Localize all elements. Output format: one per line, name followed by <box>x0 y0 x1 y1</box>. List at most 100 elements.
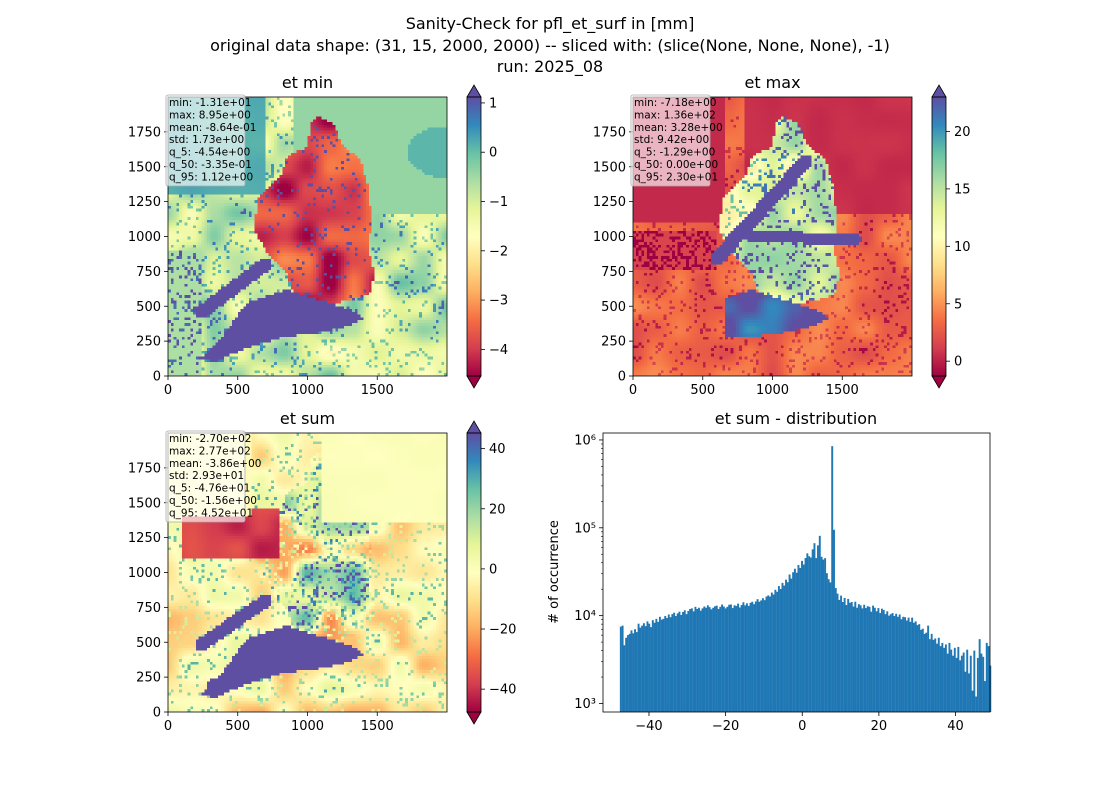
histogram-bar <box>696 609 699 712</box>
histogram-bar <box>635 632 638 712</box>
histogram-bar <box>902 616 905 712</box>
histogram-bar <box>754 601 757 712</box>
histogram-bar <box>927 625 930 712</box>
histogram-y-axis-label: # of occurrence <box>547 520 562 624</box>
histogram-bar <box>905 620 908 712</box>
x-tick-label: 1500 <box>826 383 859 398</box>
colorbar-tick-label: 40 <box>489 442 506 457</box>
histogram-bar <box>888 615 891 712</box>
histogram-y-tick-label: 10⁵ <box>574 521 596 536</box>
stats-line: min: -1.31e+01 <box>169 97 251 109</box>
histogram-bar <box>868 606 871 712</box>
colorbar-tick-label: 0 <box>489 146 497 161</box>
histogram-bar <box>930 633 933 712</box>
histogram-bar <box>650 627 652 712</box>
histogram-bar <box>637 623 640 712</box>
stats-line: std: 1.73e+00 <box>169 134 244 146</box>
histogram-bar <box>854 601 857 712</box>
histogram-bar <box>943 647 946 712</box>
y-tick-label: 1500 <box>128 496 161 511</box>
x-tick-label: 0 <box>164 719 172 734</box>
colorbar-tick-label: 0 <box>954 355 962 370</box>
histogram-bar <box>895 613 898 712</box>
histogram-bar <box>880 608 883 712</box>
colorbar-tick-label: −3 <box>489 294 508 309</box>
x-tick-label: 500 <box>225 719 250 734</box>
colorbar-tick-label: 20 <box>954 125 971 140</box>
histogram-bar <box>914 621 917 712</box>
histogram-bar <box>889 614 892 712</box>
stats-line: min: -7.18e+00 <box>634 97 716 109</box>
histogram-bar <box>639 627 642 712</box>
histogram-bar <box>666 618 668 712</box>
histogram-bar <box>923 633 926 712</box>
y-tick-label: 750 <box>136 601 161 616</box>
histogram-bar <box>653 622 656 712</box>
stats-line: q_50: -1.56e+00 <box>169 495 257 507</box>
histogram-bar <box>843 597 846 712</box>
colorbar-tick-label: 1 <box>489 96 497 111</box>
histogram-bar <box>934 638 937 712</box>
histogram-bar <box>747 605 750 712</box>
histogram-bar <box>918 624 921 712</box>
histogram-bar <box>646 621 649 712</box>
histogram-bar <box>658 616 661 712</box>
histogram-bar <box>671 614 674 712</box>
histogram-bar <box>710 609 713 712</box>
histogram-bar <box>948 642 951 712</box>
y-tick-label: 1250 <box>128 195 161 210</box>
histogram-bar <box>841 601 844 712</box>
histogram-bar <box>820 556 823 712</box>
histogram-bar <box>692 611 695 712</box>
histogram-bar <box>872 605 875 712</box>
histogram-bar <box>941 642 944 712</box>
colorbar-tick-label: −1 <box>489 195 508 210</box>
histogram-bar <box>907 617 910 712</box>
histogram-bar <box>801 560 803 712</box>
stats-line: q_5: -4.76e+01 <box>169 483 250 495</box>
histogram-y-tick-label: 10⁶ <box>574 433 596 448</box>
stats-line: std: 2.93e+01 <box>169 470 244 482</box>
histogram-bar <box>642 623 645 712</box>
histogram-bar <box>680 614 683 712</box>
histogram-bar <box>825 573 828 712</box>
histogram-bar <box>729 604 732 712</box>
histogram-bar <box>968 673 970 712</box>
panel-title-sum: et sum <box>280 409 335 428</box>
histogram-bar <box>960 655 963 712</box>
histogram-bar <box>744 605 747 712</box>
colorbar-min: 1 0 −1 −2 −3 −4 <box>466 84 508 389</box>
y-tick-label: 1000 <box>128 566 161 581</box>
histogram-bar <box>792 572 795 712</box>
histogram-bar <box>936 643 938 712</box>
histogram-bar <box>959 660 962 712</box>
histogram-bar <box>644 626 647 712</box>
histogram-bar <box>648 623 651 712</box>
y-tick-label: 250 <box>136 335 161 350</box>
histogram-title: et sum - distribution <box>715 409 877 428</box>
histogram-bar <box>737 603 740 712</box>
histogram-bar <box>699 610 702 712</box>
histogram-bar <box>662 618 665 712</box>
histogram-bar <box>626 635 629 712</box>
histogram-bar <box>779 589 782 712</box>
y-tick-label: 1750 <box>128 125 161 140</box>
stats-line: q_5: -1.29e+00 <box>634 147 715 159</box>
histogram-bar <box>634 629 636 712</box>
histogram-bar <box>875 611 878 712</box>
histogram-y-tick-label: 10³ <box>574 697 596 712</box>
colorbar-extend-min <box>931 375 947 389</box>
colorbar-gradient <box>467 433 481 712</box>
histogram-bar <box>770 592 773 712</box>
histogram-bar <box>714 606 716 712</box>
stats-line: max: 1.36e+02 <box>634 109 716 121</box>
histogram-bar <box>950 649 953 712</box>
histogram-bar <box>705 607 708 712</box>
histogram-bar <box>984 681 986 712</box>
x-tick-label: 0 <box>164 383 172 398</box>
colorbar-frame <box>466 96 482 377</box>
map-panel-sum: et sum 0 500 1000 1500 0 250 500 750 1000 1250 1500… <box>128 409 517 734</box>
y-tick-label: 0 <box>153 370 161 385</box>
colorbar-sum: 40 20 0 −20 −40 <box>466 420 516 725</box>
y-tick-label: 0 <box>618 370 626 385</box>
